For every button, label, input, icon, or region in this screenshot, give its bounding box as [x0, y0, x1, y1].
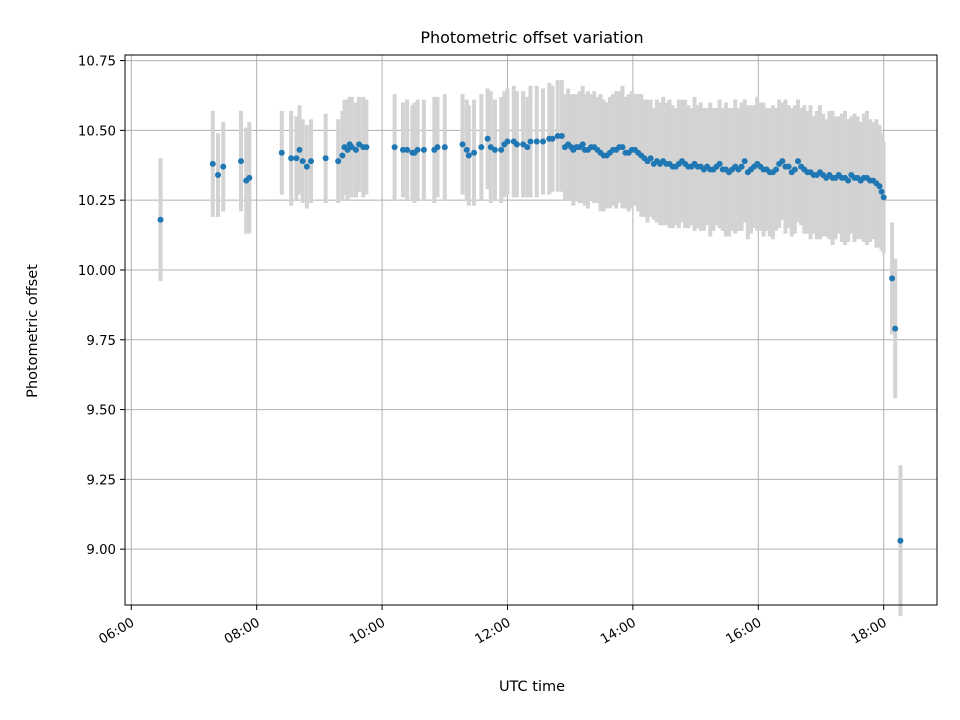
- data-point: [779, 158, 786, 165]
- x-axis-title: UTC time: [499, 679, 565, 695]
- data-point: [738, 163, 745, 170]
- data-point: [308, 158, 315, 165]
- data-point: [420, 146, 427, 153]
- y-tick-label: 9.00: [86, 543, 116, 558]
- data-point: [498, 146, 505, 153]
- data-point: [878, 188, 885, 195]
- data-point: [322, 155, 329, 162]
- data-point: [619, 144, 626, 151]
- data-point: [215, 172, 222, 179]
- data-point: [299, 158, 306, 165]
- y-tick-label: 9.75: [86, 334, 116, 349]
- data-point: [527, 138, 534, 145]
- data-point: [238, 158, 244, 165]
- data-point: [414, 146, 421, 153]
- data-point: [404, 146, 411, 153]
- data-point: [296, 146, 303, 153]
- data-point: [246, 174, 253, 181]
- data-point: [647, 155, 654, 162]
- data-point: [795, 158, 802, 165]
- data-point: [288, 155, 295, 162]
- data-point: [352, 146, 359, 153]
- data-point: [220, 163, 227, 170]
- y-tick-label: 9.50: [86, 404, 116, 419]
- data-point: [579, 141, 586, 148]
- data-point: [278, 149, 285, 156]
- data-point: [889, 275, 896, 282]
- data-point: [880, 194, 887, 201]
- data-point: [716, 160, 723, 167]
- data-point: [399, 146, 406, 153]
- y-tick-label: 10.50: [78, 124, 116, 139]
- data-point: [773, 166, 780, 173]
- data-point: [471, 149, 478, 156]
- data-point: [791, 166, 798, 173]
- data-point: [157, 216, 164, 223]
- y-axis-title: Photometric offset: [25, 264, 41, 398]
- y-tick-label: 10.00: [78, 264, 116, 279]
- data-point: [524, 144, 531, 151]
- data-point: [463, 146, 470, 153]
- data-point: [363, 144, 370, 151]
- data-point: [293, 155, 300, 162]
- data-point: [391, 144, 398, 151]
- data-point: [513, 141, 520, 148]
- data-point: [533, 138, 540, 145]
- data-point: [209, 160, 216, 167]
- y-tick-label: 10.25: [78, 194, 116, 209]
- data-point: [459, 141, 466, 148]
- data-point: [339, 152, 346, 159]
- y-axis-ticks: 9.00 9.25 9.50 9.75 10.00 10.25 10.50 10.75: [78, 55, 125, 558]
- data-point: [484, 135, 491, 142]
- data-point: [434, 144, 441, 151]
- data-point: [441, 144, 448, 151]
- y-tick-label: 9.25: [86, 473, 116, 488]
- data-point: [897, 537, 904, 544]
- data-point: [845, 177, 852, 184]
- data-point: [892, 325, 899, 332]
- data-points: [157, 132, 904, 544]
- chart-title: Photometric offset variation: [420, 28, 643, 47]
- plot-frame: [124, 54, 938, 606]
- data-point: [876, 183, 883, 190]
- data-point: [540, 138, 547, 145]
- data-point: [478, 144, 485, 151]
- data-point: [785, 163, 792, 170]
- data-point: [465, 152, 472, 159]
- data-point: [335, 158, 342, 165]
- data-point: [558, 132, 565, 139]
- data-point: [741, 158, 748, 165]
- data-point: [554, 132, 561, 139]
- data-point: [303, 163, 310, 170]
- data-point: [504, 138, 511, 145]
- data-point: [549, 135, 556, 142]
- y-tick-label: 10.75: [78, 55, 116, 70]
- data-point: [491, 146, 498, 153]
